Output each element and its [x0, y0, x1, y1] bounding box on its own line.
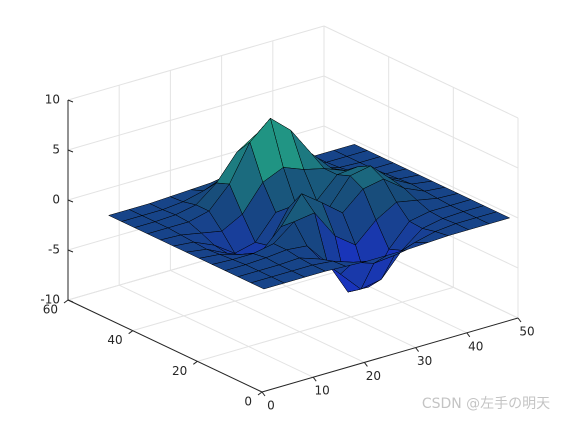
- x-tick-label: 10: [315, 384, 330, 398]
- x-tick-label: 30: [417, 354, 432, 368]
- x-tick-label: 50: [519, 325, 534, 339]
- x-tick: [415, 347, 420, 352]
- y-tick: [193, 360, 198, 365]
- grid-line: [67, 75, 325, 151]
- surface: [108, 118, 510, 293]
- x-tick: [466, 332, 471, 338]
- y-tick-label: 60: [43, 303, 58, 317]
- z-tick: [67, 199, 74, 203]
- axes: 0 10 20 30 40 50 0 20 40 60-10 -5 0 5 10: [40, 93, 534, 413]
- x-tick-label: 0: [267, 399, 275, 413]
- x-tick: [261, 391, 266, 397]
- z-tick-label: 10: [45, 93, 60, 107]
- grid-line: [323, 125, 519, 219]
- y-tick-label: 40: [107, 333, 122, 347]
- grid-line: [67, 25, 325, 101]
- y-tick: [128, 330, 133, 335]
- grid-line: [323, 25, 519, 119]
- grid-line: [323, 75, 519, 169]
- z-tick-label: 0: [52, 193, 60, 207]
- surface-facet: [250, 276, 285, 290]
- y-tick-label: 0: [244, 395, 252, 409]
- z-tick: [67, 149, 74, 153]
- x-axis-line: [261, 317, 519, 393]
- grid-line: [197, 286, 454, 362]
- y-tick-label: 20: [172, 364, 187, 378]
- y-tick: [63, 299, 69, 304]
- grid-line: [118, 284, 314, 378]
- z-tick-label: -5: [48, 243, 60, 257]
- x-tick: [363, 362, 368, 367]
- z-tick: [67, 249, 74, 253]
- grid-line: [170, 269, 365, 363]
- x-tick-label: 20: [366, 369, 381, 383]
- x-tick: [312, 376, 317, 382]
- y-tick: [257, 391, 263, 396]
- z-tick: [67, 99, 74, 103]
- z-tick-label: 5: [52, 143, 60, 157]
- y-axis-line: [67, 299, 263, 393]
- watermark: CSDN @左手の明天: [422, 396, 550, 412]
- x-tick-label: 40: [468, 339, 483, 353]
- z-tick: [67, 299, 74, 303]
- z-tick-label: -10: [40, 293, 60, 307]
- x-tick: [517, 317, 522, 323]
